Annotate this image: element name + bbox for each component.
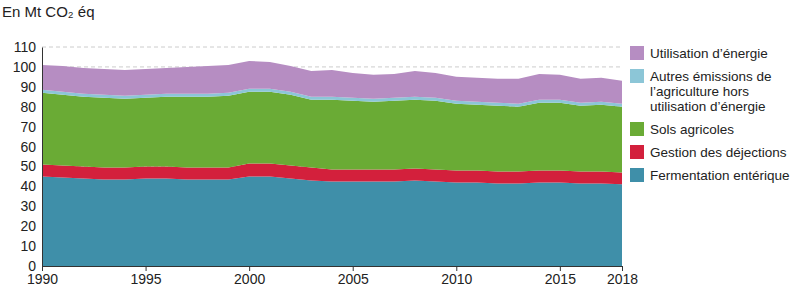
area — [42, 176, 622, 266]
tick-label: 70 — [20, 119, 36, 135]
tick: 2005 — [338, 266, 369, 287]
axis-title: En Mt CO₂ éq — [2, 3, 95, 20]
legend-label: Sols agricoles — [650, 122, 734, 137]
tick-label: 30 — [20, 198, 36, 214]
legend-swatch — [630, 168, 644, 182]
legend-item: Gestion des déjections — [630, 145, 787, 160]
tick: 30 — [20, 198, 42, 214]
tick: 100 — [13, 59, 42, 75]
tick-label: 2000 — [234, 271, 265, 287]
area — [42, 92, 622, 173]
chart: 0102030405060708090100110199019952000200… — [0, 0, 800, 297]
tick: 2010 — [441, 266, 472, 287]
tick-label: 2005 — [338, 271, 369, 287]
legend-item: Utilisation d’énergie — [630, 46, 768, 61]
tick: 2015 — [545, 266, 576, 287]
tick-label: 2018 — [607, 271, 638, 287]
y-axis: 0102030405060708090100110 — [13, 39, 43, 274]
tick-label: 80 — [20, 99, 36, 115]
axis-line — [43, 267, 623, 272]
area — [42, 61, 622, 104]
tick-label: 20 — [20, 218, 36, 234]
legend-label: Fermentation entérique — [650, 168, 790, 183]
tick-label: 40 — [20, 178, 36, 194]
legend-label: Gestion des déjections — [650, 145, 787, 160]
legend-swatch — [630, 46, 644, 60]
axis-line — [42, 48, 43, 267]
tick: 110 — [14, 39, 42, 55]
tick: 80 — [20, 99, 42, 115]
tick: 10 — [20, 238, 42, 254]
x-axis: 1990 1995 2000 2005 2010 2015 2018 — [27, 266, 638, 287]
tick: 1990 — [27, 266, 58, 287]
tick: 60 — [20, 139, 42, 155]
tick-label: 2010 — [441, 271, 472, 287]
tick: 70 — [20, 119, 42, 135]
tick-label: 10 — [20, 238, 36, 254]
tick-label: 60 — [20, 139, 36, 155]
tick-label: 90 — [20, 79, 36, 95]
legend: Utilisation d’énergie Autres émissions de… — [630, 46, 790, 183]
tick: 40 — [20, 178, 42, 194]
legend-swatch — [630, 145, 644, 159]
legend-item: Fermentation entérique — [630, 168, 790, 183]
tick: 2000 — [234, 266, 265, 287]
tick: 90 — [20, 79, 42, 95]
tick-label: 110 — [14, 39, 37, 55]
legend-label: Utilisation d’énergie — [650, 46, 768, 61]
legend-swatch — [630, 122, 644, 136]
grid-line — [42, 47, 622, 48]
legend-item: Sols agricoles — [630, 122, 734, 137]
grid-line — [42, 66, 622, 67]
tick: 1995 — [130, 266, 161, 287]
tick-label: 1995 — [130, 271, 161, 287]
tick-label: 2015 — [545, 271, 576, 287]
tick-label: 50 — [20, 158, 36, 174]
tick-label: 100 — [13, 59, 37, 75]
legend-label: Autres émissions del’agriculture horsuti… — [650, 69, 772, 114]
tick: 20 — [20, 218, 42, 234]
tick: 50 — [20, 158, 42, 174]
tick: 2018 — [607, 266, 638, 287]
legend-item: Autres émissions del’agriculture horsuti… — [630, 69, 772, 114]
tick-label: 1990 — [27, 271, 58, 287]
grid — [42, 47, 622, 266]
legend-swatch — [630, 69, 644, 83]
plot-area — [42, 61, 622, 266]
